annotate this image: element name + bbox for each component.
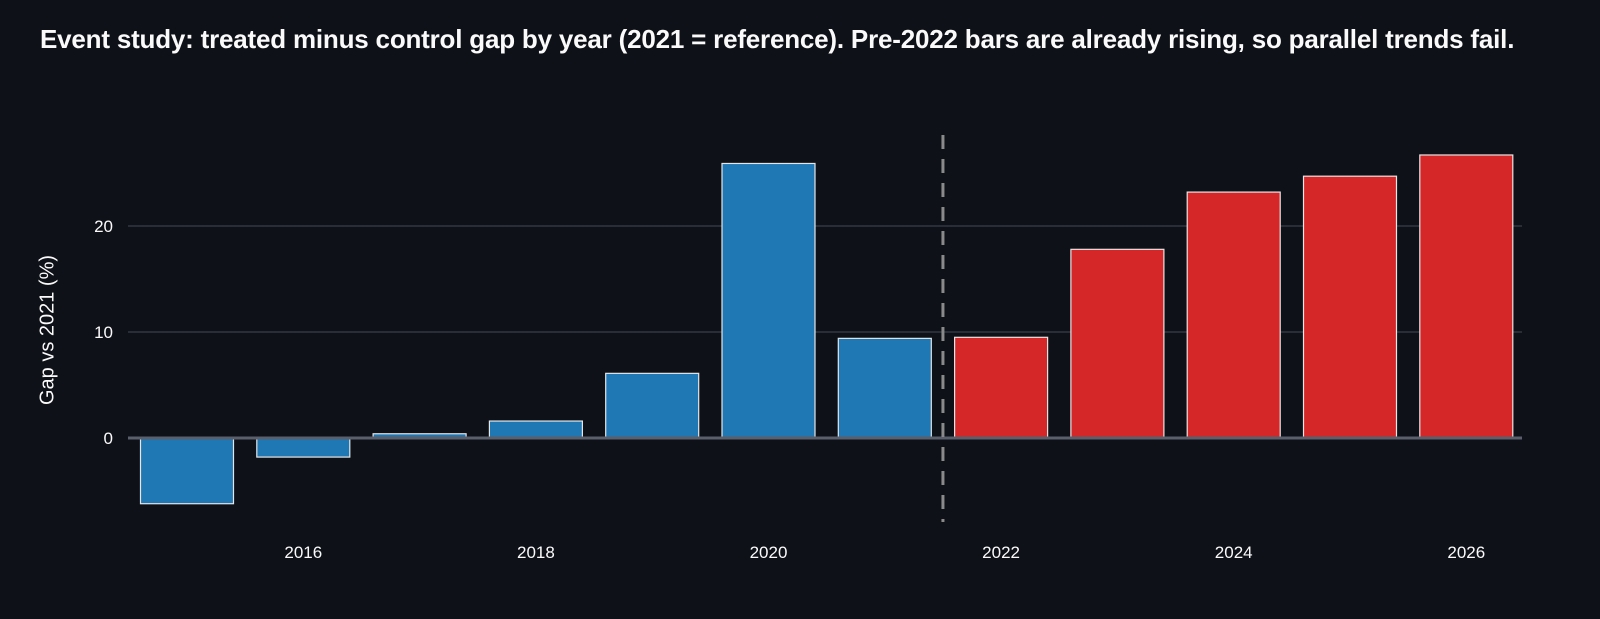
x-tick-label-2016: 2016: [284, 543, 322, 562]
y-tick-label-20: 20: [94, 217, 113, 236]
gridlines: [128, 225, 1522, 333]
bar-2026: [1419, 154, 1514, 439]
bar-2025: [1302, 175, 1398, 439]
bar-2021: [837, 337, 932, 439]
bar-2023: [1070, 248, 1165, 439]
chart-title: Event study: treated minus control gap b…: [40, 24, 1515, 54]
x-tick-labels: 2016 2018 2020 2022 2024 2026: [284, 543, 1485, 562]
y-tick-labels: 0 10 20: [94, 217, 113, 448]
bar-2018: [488, 420, 583, 439]
x-tick-label-2022: 2022: [982, 543, 1020, 562]
bar-2022: [953, 336, 1049, 439]
x-tick-label-2026: 2026: [1447, 543, 1485, 562]
x-tick-label-2018: 2018: [517, 543, 555, 562]
y-tick-label-0: 0: [104, 429, 113, 448]
bars: [139, 154, 1514, 505]
x-tick-label-2020: 2020: [750, 543, 788, 562]
bar-2016: [256, 437, 351, 458]
reference-lines: [128, 135, 1522, 522]
bar-2015: [139, 437, 235, 505]
bar-2020: [721, 162, 816, 439]
y-tick-label-10: 10: [94, 323, 113, 342]
bar-2019: [605, 372, 700, 439]
x-tick-label-2024: 2024: [1215, 543, 1253, 562]
bar-2024: [1186, 191, 1281, 439]
